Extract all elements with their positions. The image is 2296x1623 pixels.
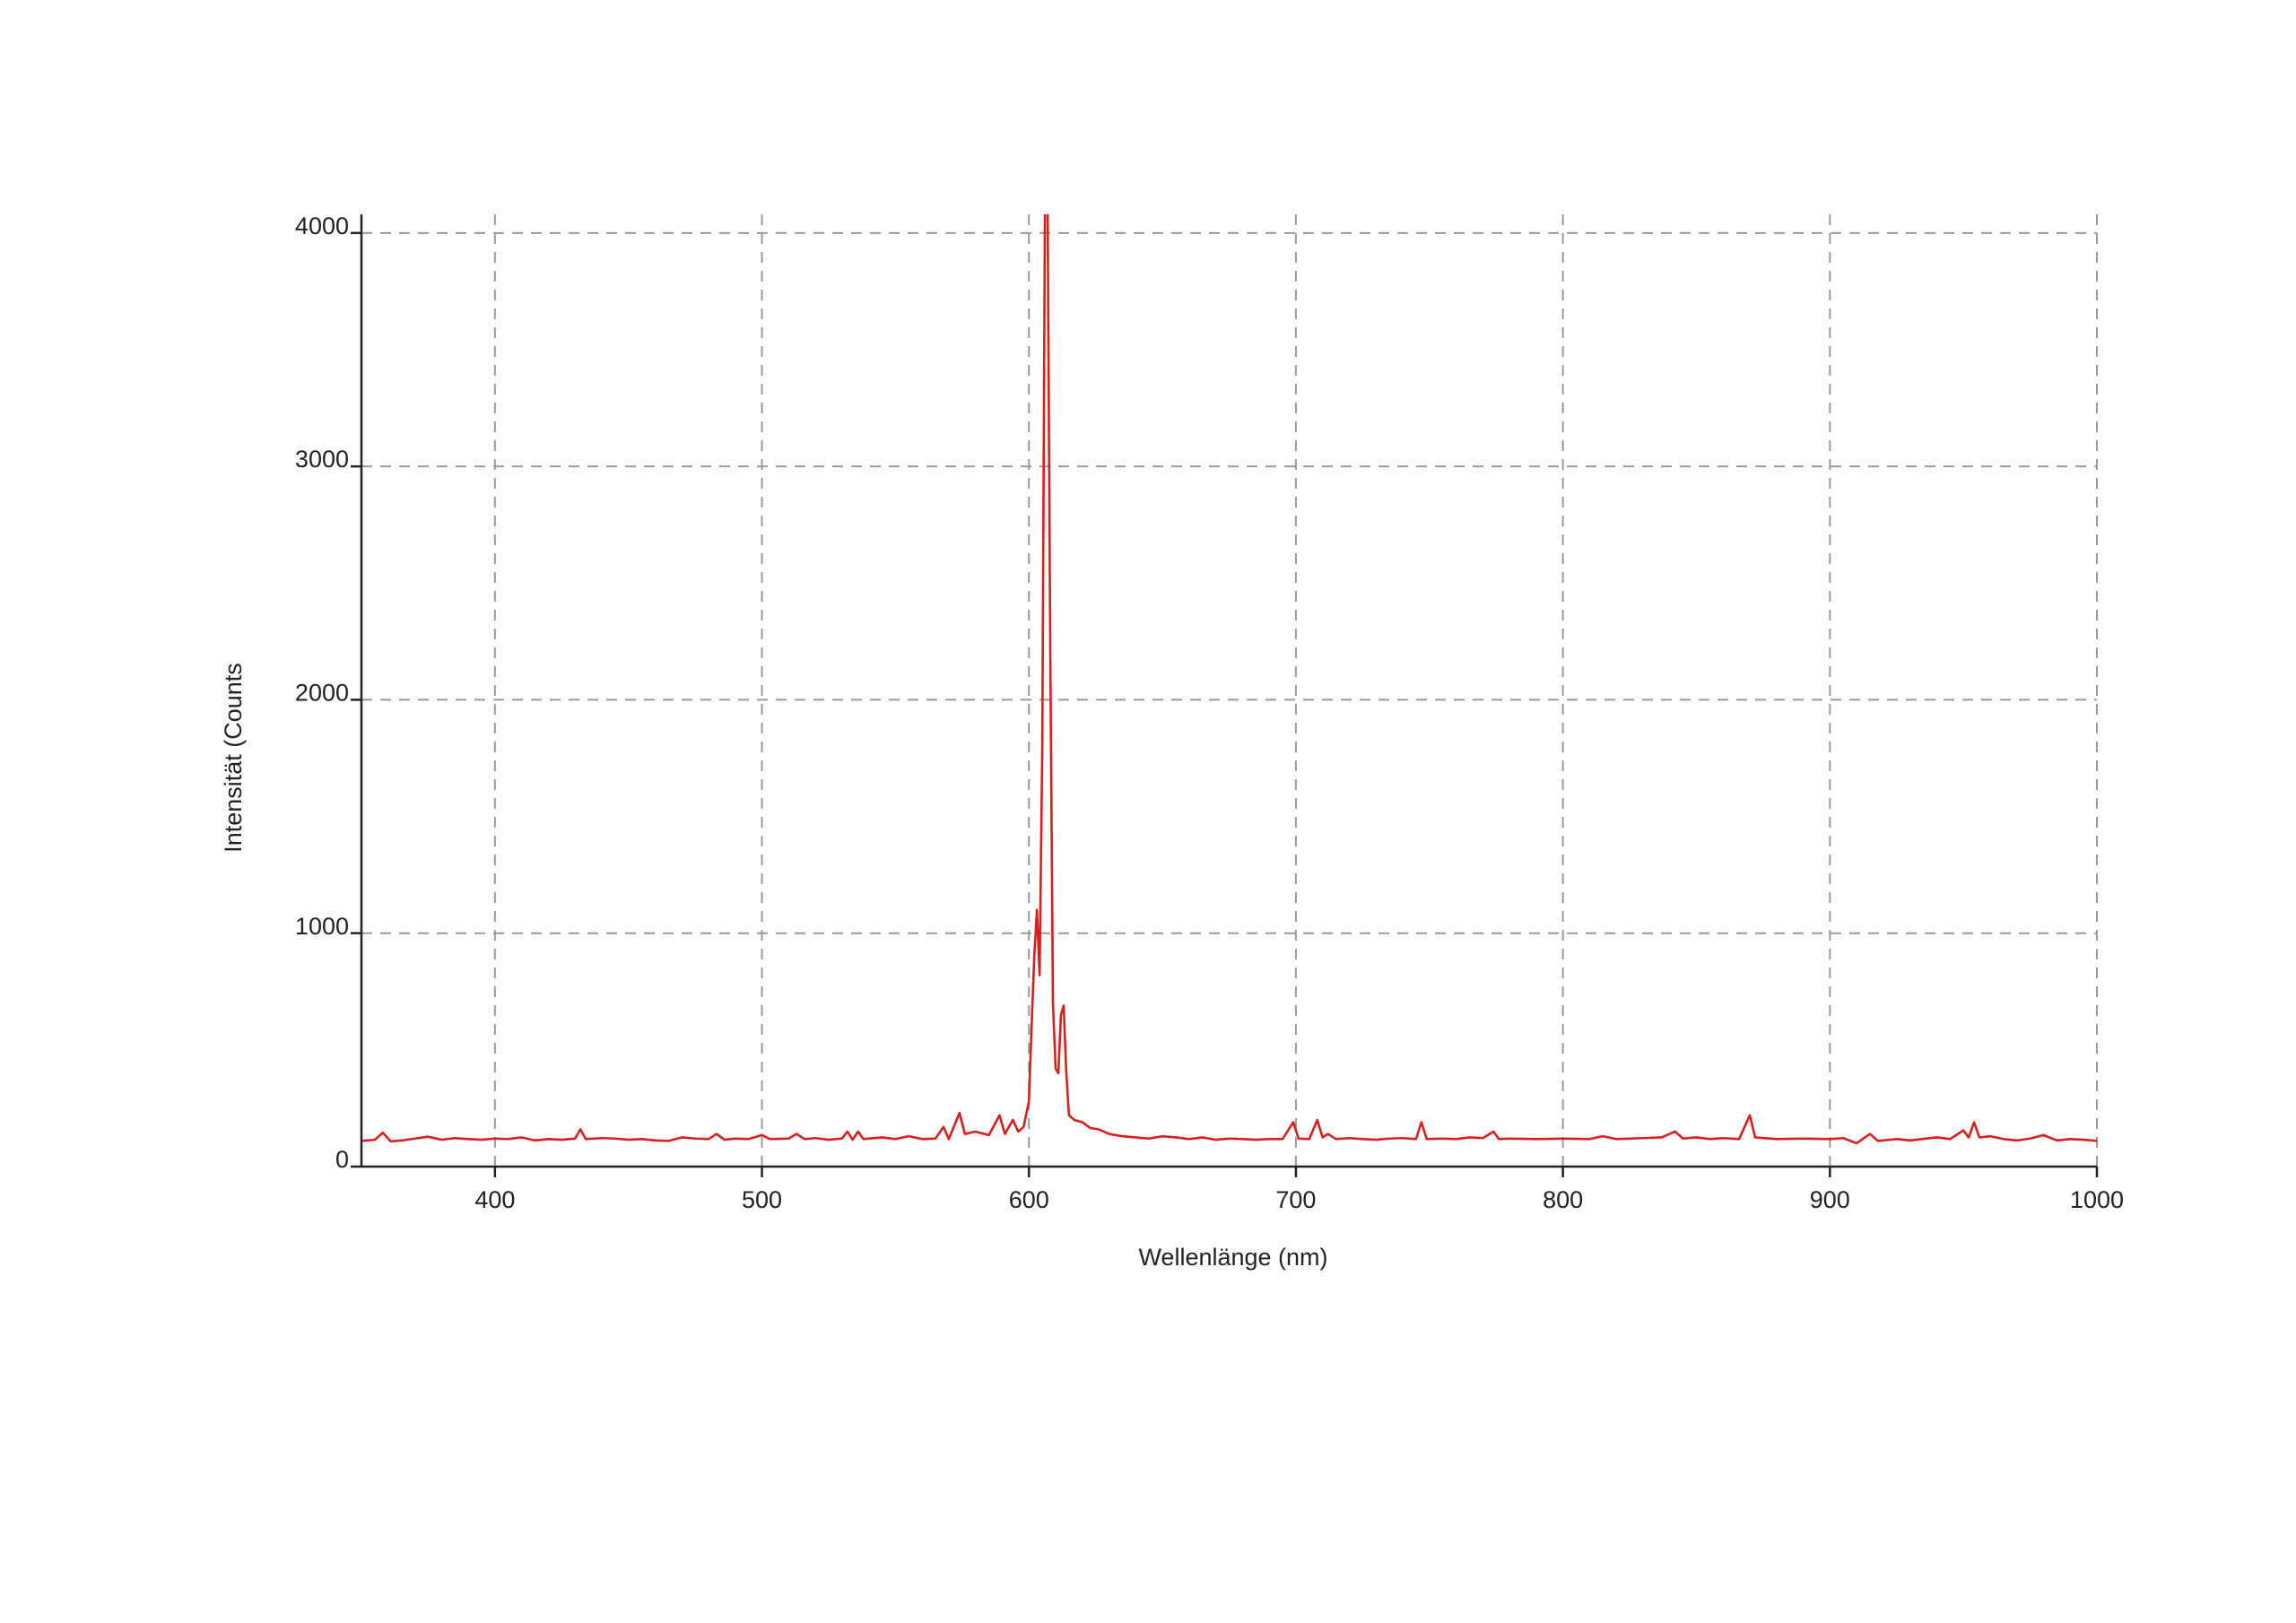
axes: 0 1000 2000 3000 4000 400 500 600 700 800 900 1000 [295, 213, 2124, 1213]
plot-area [361, 214, 2097, 1145]
x-tick-label: 800 [1543, 1186, 1583, 1213]
spectrum-line [361, 214, 2097, 1145]
x-tick-label: 500 [742, 1186, 782, 1213]
x-tick-label: 1000 [2070, 1186, 2124, 1213]
y-tick-label: 1000 [295, 913, 349, 940]
x-axis-label: Wellenlänge (nm) [1138, 1244, 1327, 1271]
y-tick-label: 0 [335, 1146, 349, 1173]
y-axis-label: Intensität (Counts [220, 663, 247, 853]
grid [361, 214, 2098, 1167]
x-tick-label: 400 [474, 1186, 515, 1213]
y-tick-label: 2000 [295, 680, 349, 707]
x-tick-label: 900 [1810, 1186, 1850, 1213]
y-tick-label: 4000 [295, 213, 349, 239]
x-tick-label: 600 [1009, 1186, 1049, 1213]
y-tick-label: 3000 [295, 446, 349, 473]
x-tick-label: 700 [1275, 1186, 1316, 1213]
